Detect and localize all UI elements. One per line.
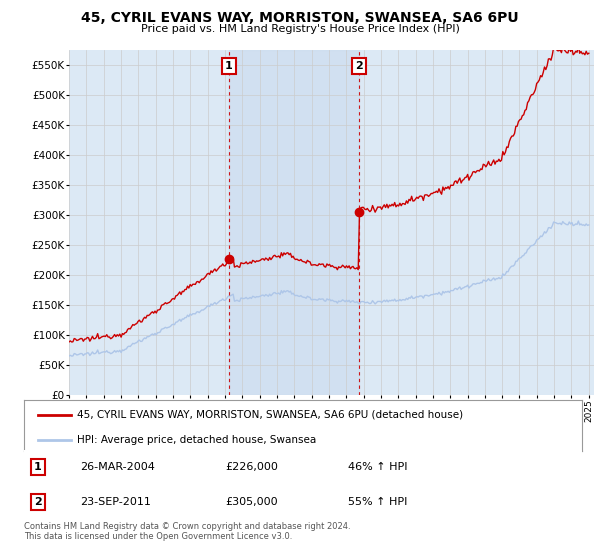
Text: 45, CYRIL EVANS WAY, MORRISTON, SWANSEA, SA6 6PU (detached house): 45, CYRIL EVANS WAY, MORRISTON, SWANSEA,…: [77, 409, 463, 419]
Text: 1: 1: [34, 462, 42, 472]
Text: 23-SEP-2011: 23-SEP-2011: [80, 497, 151, 507]
Text: Contains HM Land Registry data © Crown copyright and database right 2024.
This d: Contains HM Land Registry data © Crown c…: [24, 522, 350, 542]
Text: 26-MAR-2004: 26-MAR-2004: [80, 462, 155, 472]
Text: 46% ↑ HPI: 46% ↑ HPI: [347, 462, 407, 472]
Text: HPI: Average price, detached house, Swansea: HPI: Average price, detached house, Swan…: [77, 435, 316, 445]
Text: 45, CYRIL EVANS WAY, MORRISTON, SWANSEA, SA6 6PU: 45, CYRIL EVANS WAY, MORRISTON, SWANSEA,…: [81, 11, 519, 25]
Text: Price paid vs. HM Land Registry's House Price Index (HPI): Price paid vs. HM Land Registry's House …: [140, 24, 460, 34]
Text: 55% ↑ HPI: 55% ↑ HPI: [347, 497, 407, 507]
Bar: [229, 50, 359, 395]
Text: 2: 2: [34, 497, 42, 507]
Text: £305,000: £305,000: [225, 497, 278, 507]
Text: £226,000: £226,000: [225, 462, 278, 472]
Text: 2: 2: [355, 60, 363, 71]
Text: 1: 1: [225, 60, 233, 71]
